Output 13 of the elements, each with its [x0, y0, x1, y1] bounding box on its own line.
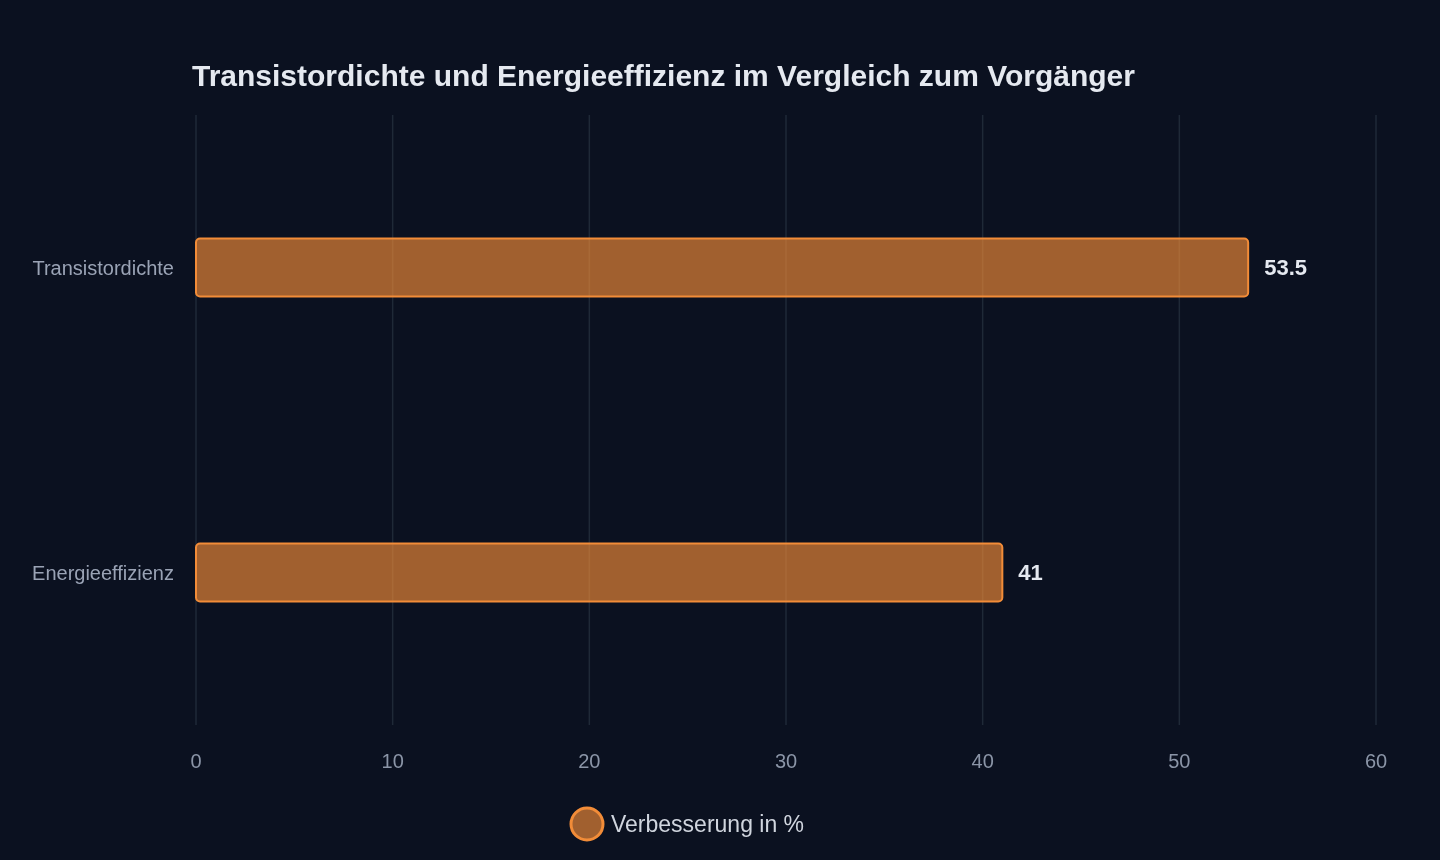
data-label: 41: [1018, 560, 1043, 586]
legend-label: Verbesserung in %: [611, 811, 805, 838]
x-tick-label: 0: [190, 750, 202, 772]
x-tick-label: 30: [774, 750, 798, 772]
chart-title: Transistordichte und Energieeffizienz im Vergleich zum Vorgänger: [192, 59, 1136, 92]
x-tick-label: 10: [381, 750, 404, 772]
data-label: 53.5: [1264, 255, 1307, 281]
y-tick-label: Energieeffizienz: [32, 561, 174, 584]
x-tick-label: 20: [578, 750, 601, 772]
x-tick-label: 50: [1168, 750, 1191, 772]
y-tick-label: Transistordichte: [32, 256, 174, 279]
x-tick-label: 60: [1364, 750, 1388, 772]
x-tick-label: 40: [971, 750, 994, 772]
